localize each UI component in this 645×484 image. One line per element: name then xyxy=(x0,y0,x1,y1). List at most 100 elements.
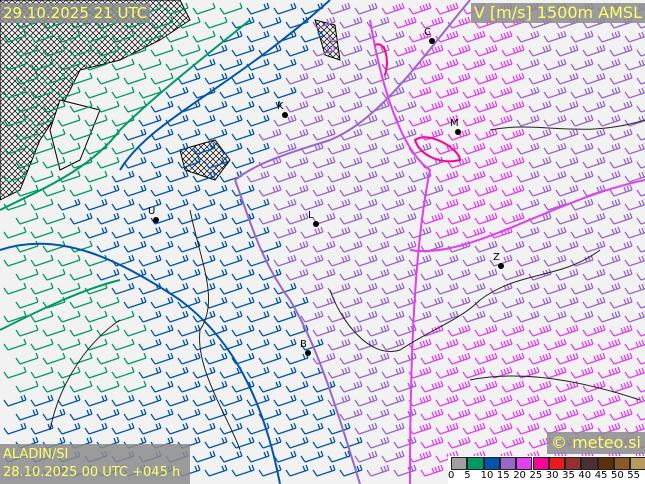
wind-barb xyxy=(624,311,645,323)
wind-barb xyxy=(246,422,270,435)
wind-barb xyxy=(543,254,567,267)
wind-barb xyxy=(42,184,66,197)
wind-barb xyxy=(96,212,120,225)
wind-barb xyxy=(489,30,513,43)
wind-barb xyxy=(42,296,66,309)
wind-barb xyxy=(57,198,81,211)
wind-barb xyxy=(150,156,174,169)
wind-barb xyxy=(597,226,621,239)
wind-barb xyxy=(420,72,444,85)
wind-barb xyxy=(177,72,201,85)
wind-barb xyxy=(3,198,27,211)
wind-barb xyxy=(462,58,486,71)
wind-barb xyxy=(177,44,201,57)
wind-barb xyxy=(528,156,552,169)
wind-barb xyxy=(435,170,459,183)
wind-barb xyxy=(435,30,459,43)
wind-barb xyxy=(528,212,552,225)
wind-barb xyxy=(543,422,567,435)
wind-barb xyxy=(165,114,189,127)
legend-tick: 45 xyxy=(594,470,608,481)
wind-barb xyxy=(474,296,498,309)
wind-barb xyxy=(489,58,513,71)
wind-barb xyxy=(177,408,201,421)
wind-barb xyxy=(300,226,324,239)
wind-barb xyxy=(219,198,243,211)
wind-barb xyxy=(138,282,162,295)
wind-barb xyxy=(408,30,432,43)
wind-barb xyxy=(246,142,270,155)
wind-barb xyxy=(138,310,162,323)
wind-barb xyxy=(354,86,378,99)
wind-barb xyxy=(609,184,633,197)
wind-barb xyxy=(192,226,216,239)
wind-barb xyxy=(246,338,270,351)
wind-barb xyxy=(516,366,540,379)
wind-barb xyxy=(474,268,498,281)
wind-barb xyxy=(69,296,93,309)
wind-barb xyxy=(57,366,81,379)
wind-barb xyxy=(258,240,282,253)
wind-barb xyxy=(435,114,459,127)
wind-barb xyxy=(15,380,39,393)
wind-barb xyxy=(393,212,417,225)
wind-barb xyxy=(474,324,498,337)
wind-barb xyxy=(138,58,162,71)
city-label: U xyxy=(148,206,156,217)
wind-barb xyxy=(312,436,336,449)
wind-barb xyxy=(435,366,459,379)
wind-barb xyxy=(204,16,228,29)
wind-barb xyxy=(285,324,309,337)
wind-barb xyxy=(582,268,606,281)
wind-barb xyxy=(408,310,432,323)
wind-barb xyxy=(231,380,255,393)
wind-barb xyxy=(285,100,309,113)
wind-barb xyxy=(624,423,645,435)
wind-barb xyxy=(123,156,147,169)
wind-barb xyxy=(150,296,174,309)
wind-barb xyxy=(408,198,432,211)
wind-barb xyxy=(30,198,54,211)
wind-barb xyxy=(3,170,27,183)
wind-barb xyxy=(543,86,567,99)
wind-barb xyxy=(246,394,270,407)
wind-barb xyxy=(447,156,471,169)
legend-tick: 10 xyxy=(480,470,494,481)
wind-barb xyxy=(312,128,336,141)
wind-barb xyxy=(258,156,282,169)
wind-barb xyxy=(258,44,282,57)
wind-barb xyxy=(501,212,525,225)
wind-barb xyxy=(177,268,201,281)
wind-barb xyxy=(285,464,309,477)
wind-barb xyxy=(165,394,189,407)
wind-barb xyxy=(231,352,255,365)
wind-barb xyxy=(246,254,270,267)
wind-barb xyxy=(258,100,282,113)
wind-barb xyxy=(381,86,405,99)
city-dot xyxy=(455,129,461,135)
wind-barb xyxy=(165,58,189,71)
wind-barb xyxy=(381,422,405,435)
wind-barb xyxy=(138,170,162,183)
legend-swatch xyxy=(548,457,566,470)
wind-barb xyxy=(570,198,594,211)
wind-barb xyxy=(150,128,174,141)
wind-barb xyxy=(624,59,645,71)
city-dot xyxy=(305,350,311,356)
wind-barb xyxy=(636,189,645,197)
wind-barb xyxy=(150,380,174,393)
legend-swatch xyxy=(516,457,533,470)
wind-barb xyxy=(408,422,432,435)
wind-barb xyxy=(15,240,39,253)
wind-barb xyxy=(285,296,309,309)
wind-barb xyxy=(138,86,162,99)
wind-barb xyxy=(597,58,621,71)
wind-barb xyxy=(177,464,201,477)
wind-barb xyxy=(123,296,147,309)
wind-barb xyxy=(501,268,525,281)
wind-barb xyxy=(300,310,324,323)
wind-barb xyxy=(354,422,378,435)
wind-barb xyxy=(231,324,255,337)
wind-barb xyxy=(312,184,336,197)
wind-barb xyxy=(501,44,525,57)
